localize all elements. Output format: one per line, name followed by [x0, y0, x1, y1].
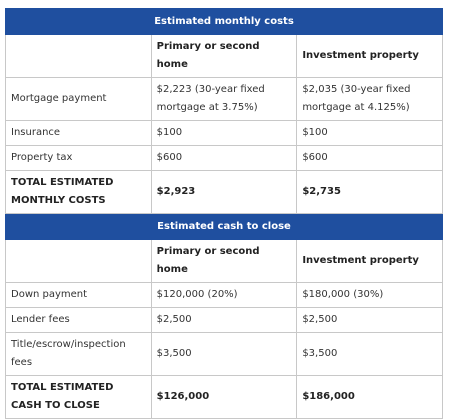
table-cell: $2,923	[150, 170, 298, 214]
table-cell: $2,035 (30-year fixed mortgage at 4.125%…	[296, 77, 443, 121]
column-header-row: Primary or second home Investment propert…	[5, 34, 443, 78]
empty-header-cell	[5, 239, 152, 283]
table-cell: $3,500	[296, 332, 443, 376]
table-cell: $600	[150, 145, 298, 171]
table-cell: $2,735	[296, 170, 443, 214]
section-header-row: Estimated monthly costs	[5, 8, 443, 35]
table-cell: $180,000 (30%)	[296, 282, 443, 308]
row-label: Property tax	[5, 145, 152, 171]
row-label: Title/escrow/inspection fees	[5, 332, 152, 376]
row-label: Mortgage payment	[5, 77, 152, 121]
page: Estimated monthly costs Primary or second…	[5, 8, 443, 419]
section-title: Estimated cash to close	[5, 213, 443, 240]
table-row: Insurance $100 $100	[5, 120, 443, 146]
column-header: Primary or second home	[150, 34, 298, 78]
section-header-row: Estimated cash to close	[5, 213, 443, 240]
table-cell: $2,223 (30-year fixed mortgage at 3.75%)	[150, 77, 298, 121]
table-cell: $126,000	[150, 375, 298, 419]
row-label: TOTAL ESTIMATED CASH TO CLOSE	[5, 375, 152, 419]
table-cell: $2,500	[296, 307, 443, 333]
row-label: Insurance	[5, 120, 152, 146]
table-cell: $600	[296, 145, 443, 171]
column-header: Investment property	[296, 239, 443, 283]
table-cell: $2,500	[150, 307, 298, 333]
table-row: Property tax $600 $600	[5, 145, 443, 171]
row-label: Down payment	[5, 282, 152, 308]
column-header: Investment property	[296, 34, 443, 78]
table-cell: $100	[296, 120, 443, 146]
total-row: TOTAL ESTIMATED MONTHLY COSTS $2,923 $2,73…	[5, 170, 443, 214]
table-cell: $186,000	[296, 375, 443, 419]
row-label: TOTAL ESTIMATED MONTHLY COSTS	[5, 170, 152, 214]
row-label: Lender fees	[5, 307, 152, 333]
table-cell: $100	[150, 120, 298, 146]
table-cell: $120,000 (20%)	[150, 282, 298, 308]
table-row: Mortgage payment $2,223 (30-year fixed mo…	[5, 77, 443, 121]
table-cell: $3,500	[150, 332, 298, 376]
column-header-row: Primary or second home Investment propert…	[5, 239, 443, 283]
empty-header-cell	[5, 34, 152, 78]
column-header: Primary or second home	[150, 239, 298, 283]
table-row: Title/escrow/inspection fees $3,500 $3,500	[5, 332, 443, 376]
cost-table: Estimated monthly costs Primary or second…	[5, 8, 443, 419]
table-row: Lender fees $2,500 $2,500	[5, 307, 443, 333]
section-title: Estimated monthly costs	[5, 8, 443, 35]
cost-table-wrapper: Estimated monthly costs Primary or second…	[5, 8, 443, 419]
table-row: Down payment $120,000 (20%) $180,000 (30%)	[5, 282, 443, 308]
total-row: TOTAL ESTIMATED CASH TO CLOSE $126,000 $18…	[5, 375, 443, 419]
